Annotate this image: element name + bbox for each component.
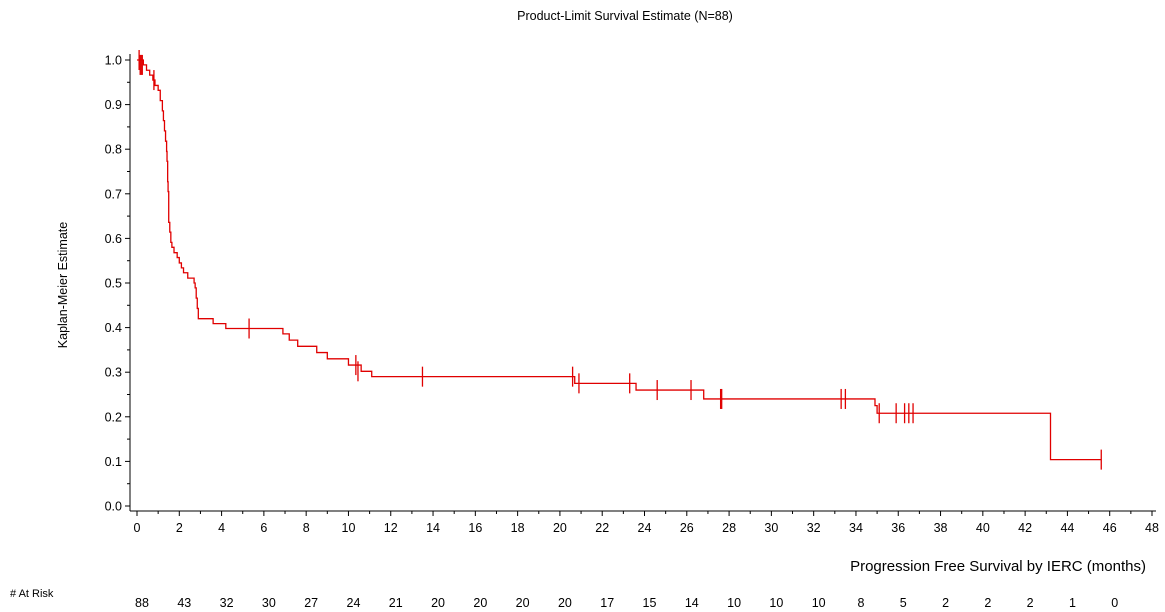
x-tick-label: 16 bbox=[468, 521, 482, 535]
y-tick-label: 0.2 bbox=[105, 410, 122, 424]
at-risk-count: 20 bbox=[516, 596, 530, 610]
y-tick-label: 0.5 bbox=[105, 277, 122, 291]
at-risk-count: 30 bbox=[262, 596, 276, 610]
x-tick-label: 34 bbox=[849, 521, 863, 535]
x-tick-label: 48 bbox=[1145, 521, 1159, 535]
at-risk-count: 20 bbox=[558, 596, 572, 610]
x-tick-label: 46 bbox=[1103, 521, 1117, 535]
survival-curve bbox=[137, 59, 1102, 461]
at-risk-count: 2 bbox=[1027, 596, 1034, 610]
x-tick-label: 44 bbox=[1060, 521, 1074, 535]
at-risk-count: 10 bbox=[727, 596, 741, 610]
axes: 0.00.10.20.30.40.50.60.70.80.91.00 2 4 6 8 10… bbox=[105, 54, 1159, 536]
at-risk-count: 32 bbox=[220, 596, 234, 610]
at-risk-count: 10 bbox=[769, 596, 783, 610]
x-tick-label: 8 bbox=[303, 521, 310, 535]
x-axis-label: Progression Free Survival by IERC (month… bbox=[850, 558, 1146, 575]
at-risk-count: 27 bbox=[304, 596, 318, 610]
at-risk-count: 43 bbox=[177, 596, 191, 610]
x-tick-label: 42 bbox=[1018, 521, 1032, 535]
y-tick-label: 0.8 bbox=[105, 143, 122, 157]
x-tick-label: 38 bbox=[934, 521, 948, 535]
at-risk-count: 8 bbox=[857, 596, 864, 610]
plot-area bbox=[137, 50, 1102, 470]
x-tick-label: 20 bbox=[553, 521, 567, 535]
at-risk-count: 1 bbox=[1069, 596, 1076, 610]
at-risk-count: 2 bbox=[942, 596, 949, 610]
y-tick-label: 0.3 bbox=[105, 366, 122, 380]
x-tick-label: 2 bbox=[176, 521, 183, 535]
at-risk-row: 88 43 32 30 27 24 21 20 20 20 20 17 15 14 10 10 10 8 5 2 2 2 1… bbox=[135, 596, 1118, 610]
at-risk-count: 14 bbox=[685, 596, 699, 610]
x-tick-label: 26 bbox=[680, 521, 694, 535]
y-tick-label: 0.0 bbox=[105, 500, 122, 514]
x-tick-label: 0 bbox=[134, 521, 141, 535]
y-tick-label: 0.7 bbox=[105, 187, 122, 201]
at-risk-count: 2 bbox=[984, 596, 991, 610]
x-tick-label: 12 bbox=[384, 521, 398, 535]
at-risk-count: 20 bbox=[431, 596, 445, 610]
at-risk-title: # At Risk bbox=[10, 588, 54, 600]
at-risk-count: 88 bbox=[135, 596, 149, 610]
y-tick-label: 0.4 bbox=[105, 321, 122, 335]
at-risk-count: 15 bbox=[643, 596, 657, 610]
x-tick-label: 10 bbox=[342, 521, 356, 535]
at-risk-count: 10 bbox=[812, 596, 826, 610]
x-tick-label: 4 bbox=[218, 521, 225, 535]
at-risk-count: 21 bbox=[389, 596, 403, 610]
x-tick-label: 6 bbox=[260, 521, 267, 535]
y-tick-label: 1.0 bbox=[105, 54, 122, 68]
at-risk-count: 17 bbox=[600, 596, 614, 610]
at-risk-count: 24 bbox=[347, 596, 361, 610]
x-tick-label: 30 bbox=[764, 521, 778, 535]
y-tick-label: 0.9 bbox=[105, 98, 122, 112]
x-tick-label: 24 bbox=[638, 521, 652, 535]
x-tick-label: 32 bbox=[807, 521, 821, 535]
x-tick-label: 18 bbox=[511, 521, 525, 535]
chart-title: Product-Limit Survival Estimate (N=88) bbox=[517, 9, 733, 23]
x-tick-label: 14 bbox=[426, 521, 440, 535]
at-risk-count: 5 bbox=[900, 596, 907, 610]
y-tick-label: 0.1 bbox=[105, 455, 122, 469]
y-tick-label: 0.6 bbox=[105, 232, 122, 246]
y-axis-label: Kaplan-Meier Estimate bbox=[56, 222, 70, 348]
at-risk-count: 0 bbox=[1111, 596, 1118, 610]
x-tick-label: 40 bbox=[976, 521, 990, 535]
x-tick-label: 28 bbox=[722, 521, 736, 535]
x-tick-label: 22 bbox=[595, 521, 609, 535]
at-risk-count: 20 bbox=[473, 596, 487, 610]
x-tick-label: 36 bbox=[891, 521, 905, 535]
